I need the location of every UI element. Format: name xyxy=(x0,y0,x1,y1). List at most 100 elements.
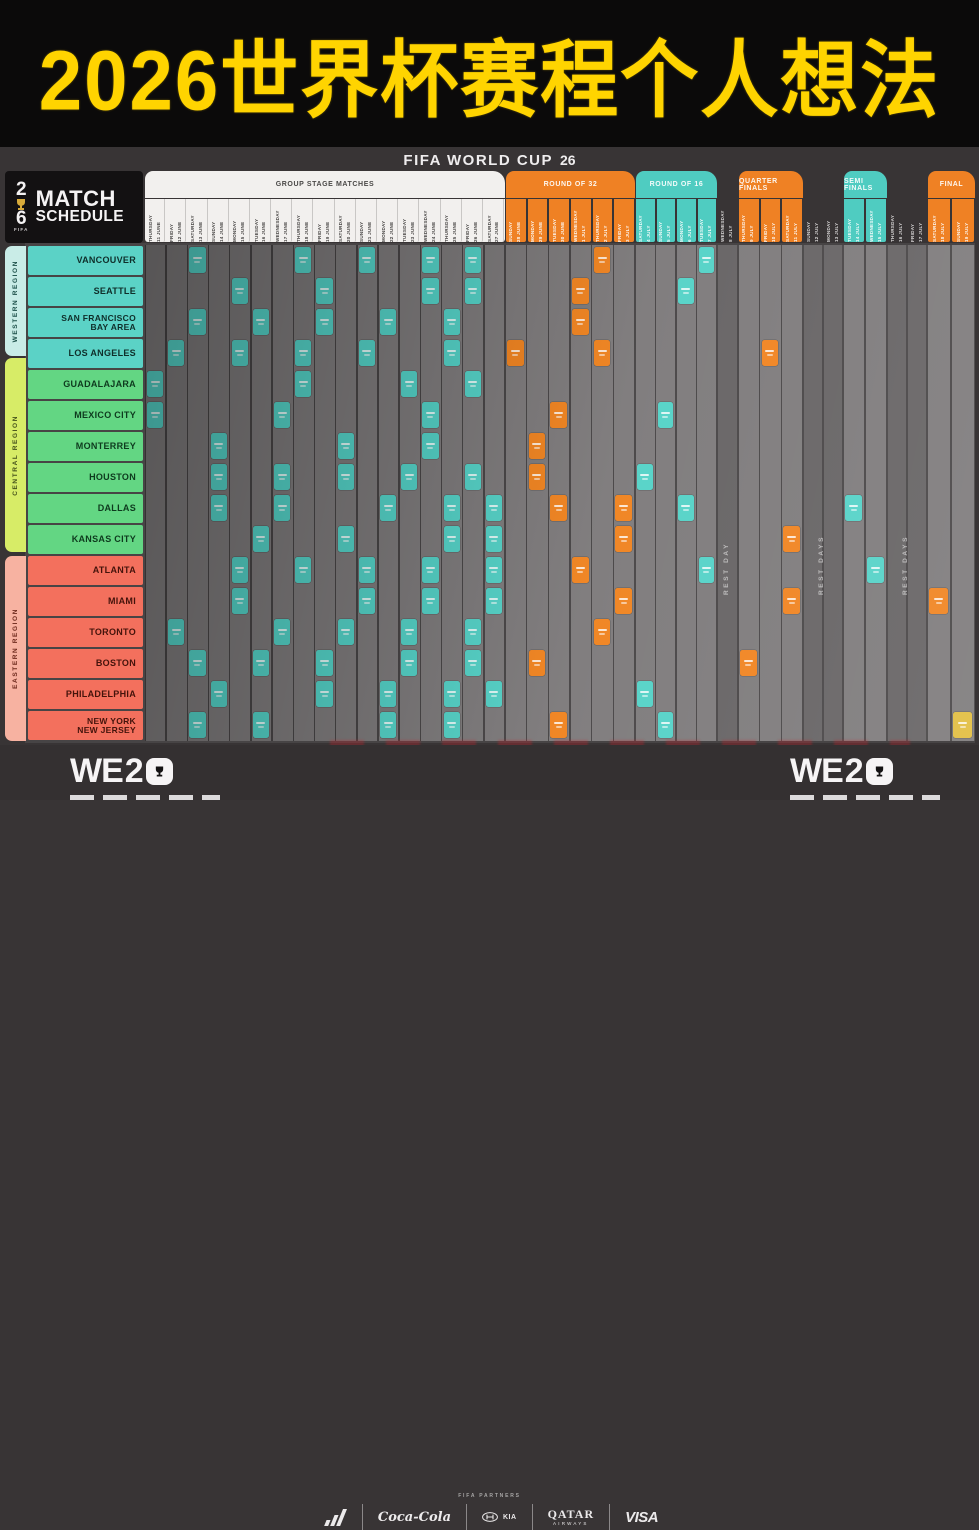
date-label: 4 JULY xyxy=(645,225,651,242)
match-cell xyxy=(295,557,312,583)
match-cell xyxy=(464,464,481,490)
city-cell: MONTERREY xyxy=(28,432,143,461)
sponsor-divider xyxy=(531,1504,533,1530)
fifa-small-label: FIFA xyxy=(14,227,29,233)
match-cell xyxy=(953,712,972,738)
match-cell xyxy=(379,495,397,521)
match-cell xyxy=(528,464,546,490)
match-cell xyxy=(464,371,481,397)
match-cell xyxy=(401,371,418,397)
date-label: 21 JUNE xyxy=(367,221,373,242)
match-cell xyxy=(443,495,460,521)
match-cell xyxy=(189,247,206,273)
match-cell xyxy=(274,495,291,521)
match-cell xyxy=(210,464,227,490)
grid-column xyxy=(865,245,887,741)
match-cell xyxy=(698,557,714,583)
match-cell xyxy=(358,340,375,366)
match-cell xyxy=(231,340,248,366)
match-cell xyxy=(422,557,439,583)
date-label: FRIDAY xyxy=(317,223,323,242)
date-label: FRIDAY xyxy=(168,223,174,242)
match-schedule-logo: 2 6 FIFA MATCH SCHEDULE xyxy=(5,171,143,243)
date-label: TUESDAY xyxy=(846,218,852,242)
date-label: FRIDAY xyxy=(763,223,769,242)
date-label: THURSDAY xyxy=(741,214,747,242)
match-cell xyxy=(572,557,589,583)
match-cell xyxy=(401,650,418,676)
date-cell: SATURDAY 18 JULY xyxy=(928,199,950,242)
city-cell: BOSTON xyxy=(28,649,143,678)
region-label: WESTERN REGION xyxy=(12,259,19,343)
match-cell xyxy=(274,402,291,428)
date-cell: WEDNESDAY 24 JUNE xyxy=(421,199,441,242)
grid-column xyxy=(484,245,505,741)
we26-logo-left: WE 2 xyxy=(70,752,173,790)
match-cell xyxy=(443,681,460,707)
date-label: 19 JUNE xyxy=(325,221,331,242)
match-cell xyxy=(316,681,333,707)
date-cell: THURSDAY 11 JUNE xyxy=(146,199,166,242)
date-label: 15 JUNE xyxy=(240,221,246,242)
date-cell: SATURDAY 20 JUNE xyxy=(337,199,356,242)
we26-digit-2: 2 xyxy=(844,752,864,790)
date-cell: WEDNESDAY 8 JULY xyxy=(718,199,737,242)
we26-logo-right: WE 2 xyxy=(790,752,893,790)
region-tab-eastern: EASTERN REGION xyxy=(5,556,26,741)
we26-digit-2: 2 xyxy=(124,752,144,790)
stage-bar-qf: QUARTER FINALS xyxy=(739,171,803,198)
match-cell xyxy=(316,309,333,335)
date-label: THURSDAY xyxy=(147,214,153,242)
grid-column xyxy=(166,245,187,741)
date-label: MONDAY xyxy=(232,220,238,243)
grid-column xyxy=(614,245,635,741)
match-cell xyxy=(316,650,333,676)
date-cell: WEDNESDAY 15 JULY xyxy=(866,199,886,242)
grid-column xyxy=(717,245,738,741)
match-cell xyxy=(316,278,333,304)
date-label: 1 JULY xyxy=(581,225,587,242)
match-cell xyxy=(379,309,397,335)
match-cell xyxy=(657,402,673,428)
match-cell xyxy=(252,526,270,552)
date-label: SUNDAY xyxy=(508,221,514,242)
match-cell xyxy=(443,712,460,738)
region-label: EASTERN REGION xyxy=(12,608,19,689)
date-label: MONDAY xyxy=(825,220,831,243)
date-label: 14 JUNE xyxy=(219,221,225,242)
match-cell xyxy=(615,588,632,614)
match-cell xyxy=(485,495,503,521)
grid-column xyxy=(399,245,420,741)
city-cell: SEATTLE xyxy=(28,277,143,306)
date-label: WEDNESDAY xyxy=(720,210,726,242)
match-cell xyxy=(379,712,397,738)
stage-bar-final: FINAL xyxy=(928,171,975,198)
date-cell: SATURDAY 11 JULY xyxy=(782,199,802,242)
date-label: WEDNESDAY xyxy=(423,210,429,242)
grid-column xyxy=(145,245,166,741)
match-cell xyxy=(147,371,164,397)
match-cell xyxy=(295,247,312,273)
stage-bar-r32: ROUND OF 32 xyxy=(506,171,635,198)
grid-column xyxy=(823,245,843,741)
grid-column xyxy=(272,245,293,741)
date-label: SUNDAY xyxy=(658,221,664,242)
hyundai-kia-logo: KIA xyxy=(482,1512,517,1522)
grid-column xyxy=(378,245,399,741)
date-label: SATURDAY xyxy=(338,215,344,242)
kia-wordmark: KIA xyxy=(503,1513,517,1521)
qatar-airways-logo: QATAR AIRWAYS xyxy=(548,1508,595,1526)
sponsor-divider xyxy=(609,1504,611,1530)
match-cell xyxy=(274,464,291,490)
date-label: 28 JUNE xyxy=(516,221,522,242)
date-cell: WEDNESDAY 17 JUNE xyxy=(273,199,293,242)
we-wordmark: WE xyxy=(70,752,124,790)
match-cell xyxy=(637,681,653,707)
adidas-logo-icon xyxy=(323,1508,347,1526)
match-cell xyxy=(337,619,354,645)
match-cell xyxy=(168,340,185,366)
match-cell xyxy=(358,588,375,614)
hyundai-h-icon xyxy=(482,1512,498,1522)
visa-logo: VISA xyxy=(625,1508,659,1526)
date-cell: SUNDAY 5 JULY xyxy=(656,199,675,242)
